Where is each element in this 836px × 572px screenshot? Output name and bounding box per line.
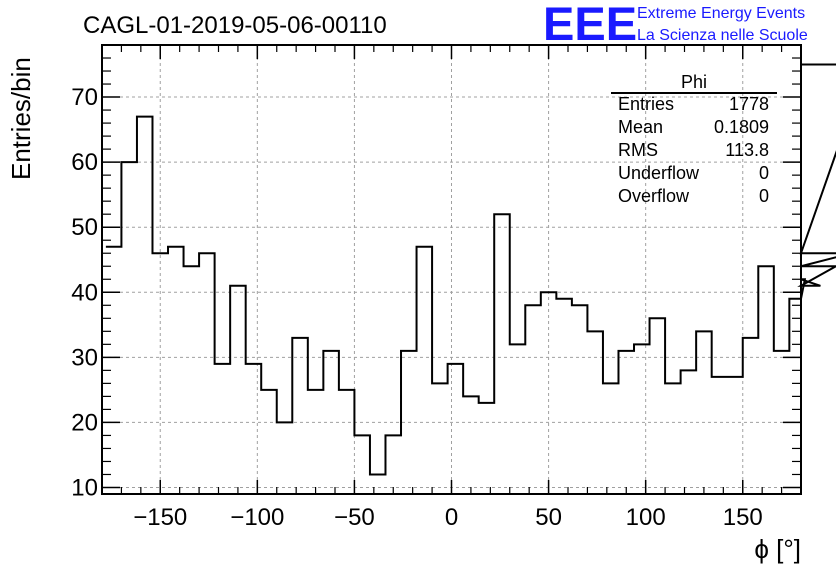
stats-row-value: 0 <box>759 186 769 206</box>
stats-row-label: Overflow <box>618 186 690 206</box>
y-tick-label: 30 <box>71 344 98 371</box>
x-tick-label: −150 <box>133 504 187 531</box>
x-axis-label: ϕ [°] <box>754 534 801 564</box>
stats-row-label: Underflow <box>618 163 700 183</box>
stats-row-label: Mean <box>618 117 663 137</box>
chart-title: CAGL-01-2019-05-06-00110 <box>83 12 387 39</box>
x-tick-label: 0 <box>445 504 458 531</box>
eee-logo-line1: Extreme Energy Events <box>637 5 805 22</box>
eee-logo: EEE Extreme Energy Events La Scienza nel… <box>543 0 808 50</box>
eee-logo-mark: EEE <box>543 0 637 50</box>
stats-title: Phi <box>681 72 707 92</box>
x-tick-label: 150 <box>723 504 763 531</box>
stats-row-label: RMS <box>618 140 658 160</box>
y-axis-label: Entries/bin <box>6 57 36 180</box>
x-tick-label: 100 <box>626 504 666 531</box>
stats-row-value: 1778 <box>729 94 769 114</box>
y-tick-label: 50 <box>71 214 98 241</box>
axis-ticks <box>101 44 802 494</box>
y-tick-label: 70 <box>71 84 98 111</box>
x-tick-label: −50 <box>334 504 375 531</box>
x-tick-label: 50 <box>535 504 562 531</box>
histogram-outline <box>105 63 836 476</box>
grid <box>102 45 801 494</box>
y-tick-label: 40 <box>71 279 98 306</box>
y-tick-label: 10 <box>71 474 98 501</box>
eee-logo-line2: La Scienza nelle Scuole <box>637 27 808 44</box>
x-tick-label: −100 <box>230 504 284 531</box>
y-tick-label: 60 <box>71 149 98 176</box>
y-tick-label: 20 <box>71 409 98 436</box>
stats-rows: Entries 1778 Mean 0.1809 RMS 113.8 Underflow 0 O… <box>618 94 769 206</box>
stats-box: Phi Entries 1778 Mean 0.1809 RMS 113.8 Underfl… <box>611 72 777 206</box>
y-tick-labels: 10 20 30 40 50 60 70 <box>71 84 98 501</box>
x-tick-labels: −150 −100 −50 0 50 100 150 <box>133 504 763 531</box>
stats-row-value: 0 <box>759 163 769 183</box>
stats-row-value: 113.8 <box>725 140 769 160</box>
stats-row-value: 0.1809 <box>714 117 769 137</box>
stats-row-label: Entries <box>618 94 674 114</box>
